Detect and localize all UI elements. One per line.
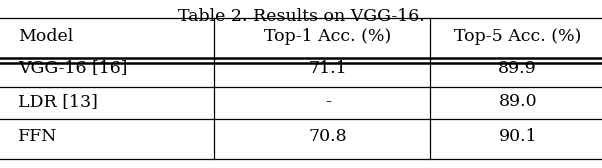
Text: Model: Model bbox=[18, 28, 73, 45]
Text: -: - bbox=[325, 93, 331, 110]
Text: 89.0: 89.0 bbox=[498, 93, 537, 110]
Text: Top-5 Acc. (%): Top-5 Acc. (%) bbox=[454, 28, 582, 45]
Text: LDR [13]: LDR [13] bbox=[18, 93, 98, 110]
Text: Table 2. Results on VGG-16.: Table 2. Results on VGG-16. bbox=[178, 8, 424, 25]
Text: 70.8: 70.8 bbox=[309, 128, 347, 145]
Text: 89.9: 89.9 bbox=[498, 59, 537, 77]
Text: 71.1: 71.1 bbox=[309, 59, 347, 77]
Text: FFN: FFN bbox=[18, 128, 57, 145]
Text: 90.1: 90.1 bbox=[498, 128, 537, 145]
Text: VGG-16 [16]: VGG-16 [16] bbox=[18, 59, 128, 77]
Text: Top-1 Acc. (%): Top-1 Acc. (%) bbox=[264, 28, 392, 45]
